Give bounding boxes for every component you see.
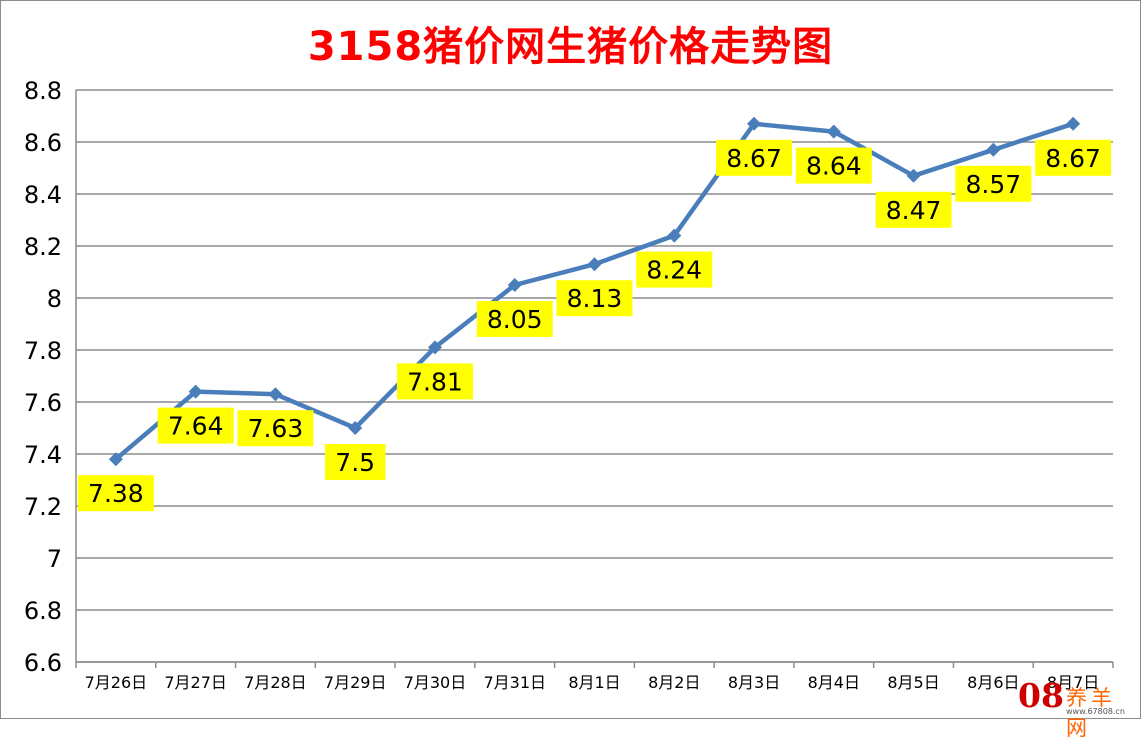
data-label-text: 7.64 bbox=[168, 412, 224, 441]
y-tick-label: 7.6 bbox=[24, 389, 62, 417]
x-tick-label: 8月4日 bbox=[808, 673, 860, 692]
watermark-number: 08 bbox=[1018, 676, 1064, 715]
data-label-text: 8.13 bbox=[567, 284, 623, 313]
x-tick-label: 7月30日 bbox=[404, 673, 467, 692]
data-label-bg bbox=[237, 410, 314, 447]
data-label-text: 7.81 bbox=[407, 367, 463, 396]
data-label-bg bbox=[795, 147, 872, 184]
data-label-text: 8.64 bbox=[806, 152, 862, 181]
data-point bbox=[188, 384, 203, 399]
x-tick-label: 7月27日 bbox=[164, 673, 227, 692]
x-tick-label: 8月5日 bbox=[887, 673, 939, 692]
y-tick-label: 8.4 bbox=[24, 181, 62, 209]
data-label-bg bbox=[396, 363, 473, 400]
data-point bbox=[747, 116, 762, 131]
x-tick-label: 7月26日 bbox=[85, 673, 148, 692]
axes bbox=[75, 90, 1114, 668]
data-label-text: 8.67 bbox=[726, 144, 782, 173]
data-label-bg bbox=[476, 301, 553, 337]
data-label: 8.13 bbox=[556, 280, 633, 317]
data-label: 8.67 bbox=[716, 139, 793, 176]
data-label-text: 7.38 bbox=[88, 479, 144, 508]
y-tick-label: 7.4 bbox=[24, 441, 62, 469]
line-chart: 6.66.877.27.47.67.888.28.48.68.8 7月26日 7月… bbox=[24, 77, 1114, 692]
data-label-text: 8.47 bbox=[886, 196, 942, 225]
y-tick-label: 6.8 bbox=[24, 597, 62, 625]
x-tick-label: 7月29日 bbox=[324, 673, 387, 692]
data-label-text: 7.5 bbox=[335, 448, 375, 477]
data-point bbox=[427, 340, 442, 355]
data-label-bg bbox=[875, 191, 952, 228]
data-label: 7.5 bbox=[324, 444, 386, 480]
y-tick-label: 8 bbox=[47, 285, 62, 313]
data-labels: 7.38 7.64 7.63 7.5 7.81 8.05 8.13 8.24 8.67 8.64 8… bbox=[77, 139, 1112, 512]
data-point bbox=[268, 387, 283, 402]
data-label-bg bbox=[77, 475, 154, 512]
data-label: 7.38 bbox=[77, 475, 154, 512]
y-tick-label: 7.8 bbox=[24, 337, 62, 365]
data-label: 8.64 bbox=[795, 147, 872, 184]
y-tick-label: 7 bbox=[47, 545, 62, 573]
data-label: 8.47 bbox=[875, 191, 952, 228]
y-tick-label: 8.2 bbox=[24, 233, 62, 261]
x-tick-label: 7月31日 bbox=[483, 673, 546, 692]
data-label-bg bbox=[955, 165, 1032, 202]
data-point bbox=[1066, 116, 1081, 131]
data-label-text: 8.24 bbox=[646, 256, 702, 285]
data-point bbox=[108, 452, 123, 467]
y-tick-label: 8.6 bbox=[24, 129, 62, 157]
data-point bbox=[906, 168, 921, 183]
data-point bbox=[348, 421, 363, 435]
data-label-bg bbox=[636, 251, 713, 288]
x-tick-label: 8月7日 bbox=[1047, 673, 1099, 692]
data-label-bg bbox=[716, 139, 793, 176]
data-label-bg bbox=[324, 444, 386, 480]
series-price bbox=[108, 116, 1081, 467]
watermark-url: www.67808.cn bbox=[1066, 707, 1125, 716]
chart-frame bbox=[0, 0, 1141, 719]
data-label: 8.57 bbox=[955, 165, 1032, 202]
data-label-text: 7.63 bbox=[248, 414, 304, 443]
y-axis-ticks: 6.6 6.8 7 7.2 7.4 7.6 7.8 8 8.2 8.4 8.6 8.8 bbox=[24, 77, 62, 677]
data-point bbox=[826, 124, 841, 139]
y-tick-label: 7.2 bbox=[24, 493, 62, 521]
x-tick-label: 8月1日 bbox=[568, 673, 620, 692]
data-label-bg bbox=[1035, 139, 1112, 176]
x-axis-ticks: 7月26日 7月27日 7月28日 7月29日 7月30日 7月31日 8月1日 8月2日 8月… bbox=[85, 673, 1100, 692]
grid-lines bbox=[76, 89, 1113, 663]
data-point bbox=[587, 257, 602, 272]
y-tick-label: 8.8 bbox=[24, 77, 62, 105]
data-point bbox=[507, 278, 522, 292]
data-point bbox=[986, 142, 1001, 157]
data-label: 7.64 bbox=[157, 407, 234, 444]
data-label: 7.63 bbox=[237, 410, 314, 447]
watermark-logo: 08 养羊网 www.67808.cn bbox=[1016, 676, 1140, 740]
data-label: 7.81 bbox=[396, 363, 473, 400]
data-label: 8.05 bbox=[476, 301, 553, 337]
data-point bbox=[667, 228, 682, 243]
chart-title: 3158猪价网生猪价格走势图 bbox=[307, 24, 834, 70]
data-label-bg bbox=[556, 280, 633, 317]
x-tick-label: 7月28日 bbox=[244, 673, 307, 692]
data-label-text: 8.57 bbox=[966, 170, 1022, 199]
x-tick-label: 8月3日 bbox=[728, 673, 780, 692]
data-label: 8.67 bbox=[1035, 139, 1112, 176]
data-label-text: 8.67 bbox=[1045, 144, 1101, 173]
y-tick-label: 6.6 bbox=[24, 649, 62, 677]
data-label: 8.24 bbox=[636, 251, 713, 288]
data-label-bg bbox=[157, 407, 234, 444]
x-tick-label: 8月6日 bbox=[967, 673, 1019, 692]
x-tick-label: 8月2日 bbox=[648, 673, 700, 692]
data-label-text: 8.05 bbox=[487, 305, 543, 334]
